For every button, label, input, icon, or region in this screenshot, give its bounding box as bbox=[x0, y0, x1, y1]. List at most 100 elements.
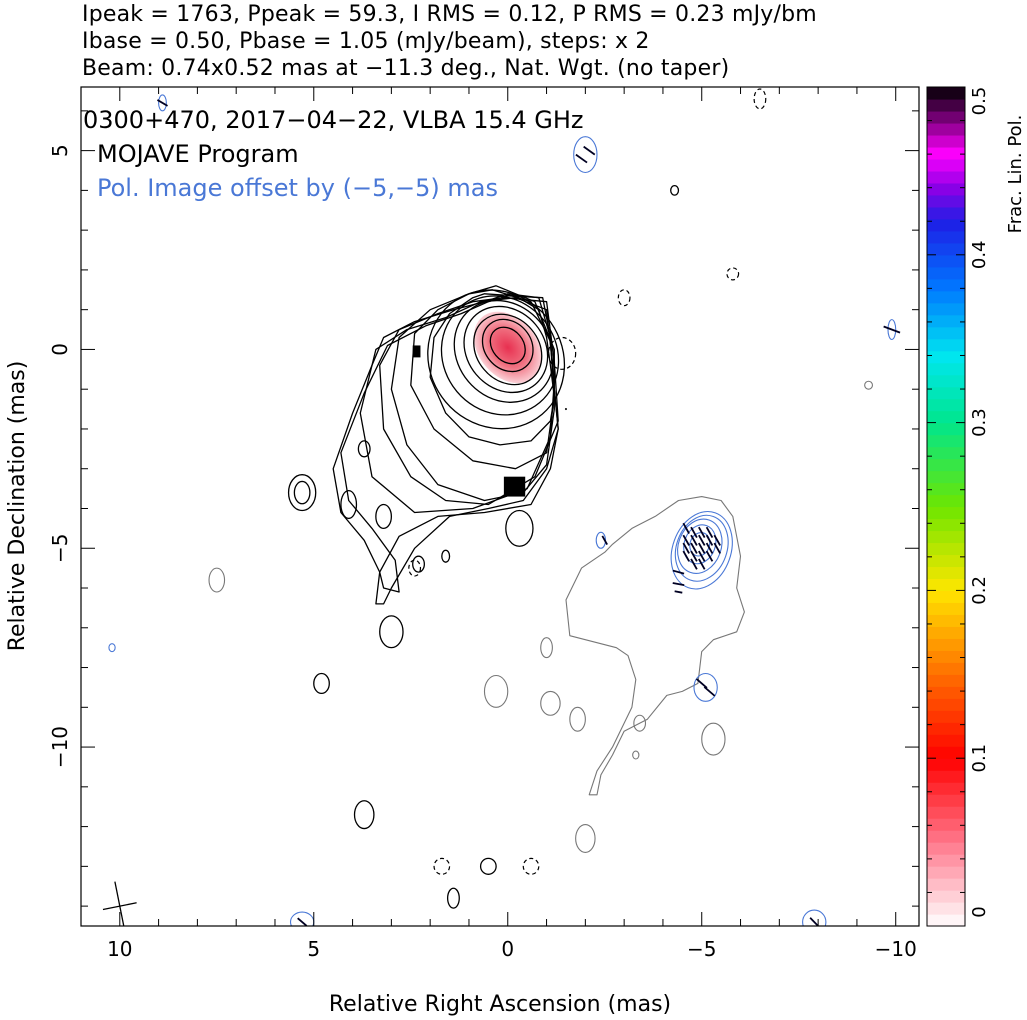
stokes-i-island bbox=[441, 549, 451, 563]
offset-total-island bbox=[569, 706, 586, 732]
colorbar-swatch bbox=[927, 590, 965, 603]
offset-total-island bbox=[208, 567, 226, 593]
evpa-vector bbox=[682, 522, 690, 534]
pol-intensity-contour bbox=[670, 511, 733, 590]
colorbar-swatch bbox=[927, 206, 965, 220]
y-tick-label: −5 bbox=[48, 534, 72, 563]
colorbar-swatch bbox=[927, 242, 965, 256]
y-tick-label: −10 bbox=[48, 726, 72, 768]
colorbar-tick-label: 0.3 bbox=[969, 408, 990, 437]
evpa-vector bbox=[698, 526, 706, 538]
colorbar-swatch bbox=[927, 194, 965, 208]
colorbar-swatch bbox=[927, 482, 965, 496]
evpa-vector bbox=[698, 558, 706, 570]
stokes-i-island bbox=[564, 408, 567, 411]
stokes-i-core-contour bbox=[427, 289, 566, 430]
colorbar-swatch bbox=[927, 374, 965, 388]
colorbar-swatch bbox=[927, 302, 965, 316]
stokes-i-contour bbox=[332, 293, 559, 605]
colorbar-swatch bbox=[927, 218, 965, 232]
offset-total-island bbox=[864, 380, 873, 390]
stokes-i-island bbox=[287, 474, 317, 512]
evpa-vector bbox=[682, 550, 690, 562]
stokes-i-island bbox=[353, 800, 375, 830]
x-tick-label: 5 bbox=[307, 937, 320, 961]
evpa-vector bbox=[713, 534, 721, 546]
evpa-vector bbox=[713, 542, 721, 554]
stokes-i-core-contour bbox=[453, 299, 555, 403]
plot-frame bbox=[80, 86, 920, 927]
y-axis-label: Relative Declination (mas) bbox=[5, 361, 30, 652]
colorbar-tick-label: 0 bbox=[969, 906, 990, 917]
stokes-i-island bbox=[357, 440, 371, 458]
colorbar-swatch bbox=[927, 782, 965, 795]
program-annotation: MOJAVE Program bbox=[97, 140, 299, 168]
x-tick-label: 0 bbox=[501, 937, 514, 961]
pol-intensity-contour bbox=[693, 672, 718, 702]
colorbar-swatch bbox=[927, 710, 965, 723]
colorbar-swatch bbox=[927, 866, 965, 879]
offset-total-contour bbox=[565, 496, 745, 796]
evpa-vector bbox=[674, 590, 683, 594]
y-tick-label: 5 bbox=[48, 144, 72, 157]
colorbar-swatch bbox=[927, 98, 965, 112]
colorbar-swatch bbox=[927, 494, 965, 508]
stokes-i-island bbox=[313, 672, 330, 695]
x-tick-label: −5 bbox=[687, 937, 716, 961]
stokes-i-negative-contour bbox=[522, 857, 540, 875]
offset-total-island bbox=[575, 824, 596, 853]
colorbar-tick-label: 0.2 bbox=[969, 576, 990, 605]
colorbar-frame bbox=[926, 86, 966, 927]
colorbar-swatch bbox=[927, 254, 965, 268]
stokes-i-core-contour bbox=[473, 313, 543, 386]
colorbar-swatch bbox=[927, 554, 965, 568]
colorbar-swatch bbox=[927, 338, 965, 352]
stokes-i-core-contour bbox=[463, 305, 549, 394]
offset-total-island bbox=[540, 637, 553, 659]
stokes-i-island bbox=[670, 184, 680, 196]
colorbar-swatch bbox=[927, 686, 965, 699]
colorbar-swatch bbox=[927, 614, 965, 627]
colorbar-swatch bbox=[927, 230, 965, 244]
colorbar-swatch bbox=[927, 830, 965, 843]
evpa-vector bbox=[703, 686, 716, 697]
colorbar-swatch bbox=[927, 146, 965, 160]
colorbar-swatch bbox=[927, 182, 965, 196]
offset-total-island bbox=[701, 722, 726, 756]
stokes-i-contour bbox=[359, 297, 555, 514]
y-tick-label: 0 bbox=[48, 343, 72, 356]
frac-pol-blob bbox=[503, 476, 526, 497]
evpa-vector bbox=[682, 534, 690, 546]
stokes-i-core-contour bbox=[440, 295, 560, 416]
header-line-3: Beam: 0.74x0.52 mas at −11.3 deg., Nat. … bbox=[82, 56, 730, 81]
evpa-vector bbox=[695, 678, 708, 689]
colorbar-swatch bbox=[927, 878, 965, 891]
evpa-vector bbox=[705, 542, 714, 554]
colorbar-swatch bbox=[927, 362, 965, 376]
colorbar-swatch bbox=[927, 842, 965, 855]
evpa-vector bbox=[682, 542, 690, 554]
stokes-i-island bbox=[479, 857, 497, 875]
evpa-vector bbox=[601, 535, 608, 546]
colorbar-swatch bbox=[927, 578, 965, 591]
pol-intensity-contour bbox=[674, 514, 729, 582]
colorbar-swatch bbox=[927, 734, 965, 747]
stokes-i-negative-contour bbox=[617, 289, 631, 307]
stokes-i-island bbox=[375, 503, 393, 530]
colorbar-swatch bbox=[927, 326, 965, 340]
evpa-vector bbox=[883, 325, 901, 334]
stokes-i-negative-contour bbox=[753, 88, 767, 110]
colorbar-swatch bbox=[927, 914, 965, 927]
colorbar-swatch bbox=[927, 290, 965, 304]
evpa-vector bbox=[690, 542, 698, 554]
pol-intensity-contour bbox=[158, 94, 167, 112]
colorbar-swatch bbox=[927, 518, 965, 532]
beam-minor bbox=[102, 902, 137, 911]
colorbar-swatch bbox=[927, 818, 965, 831]
colorbar-swatch bbox=[927, 170, 965, 184]
colorbar-swatch bbox=[927, 602, 965, 615]
stokes-i-island bbox=[293, 480, 311, 505]
evpa-vector bbox=[690, 534, 698, 546]
